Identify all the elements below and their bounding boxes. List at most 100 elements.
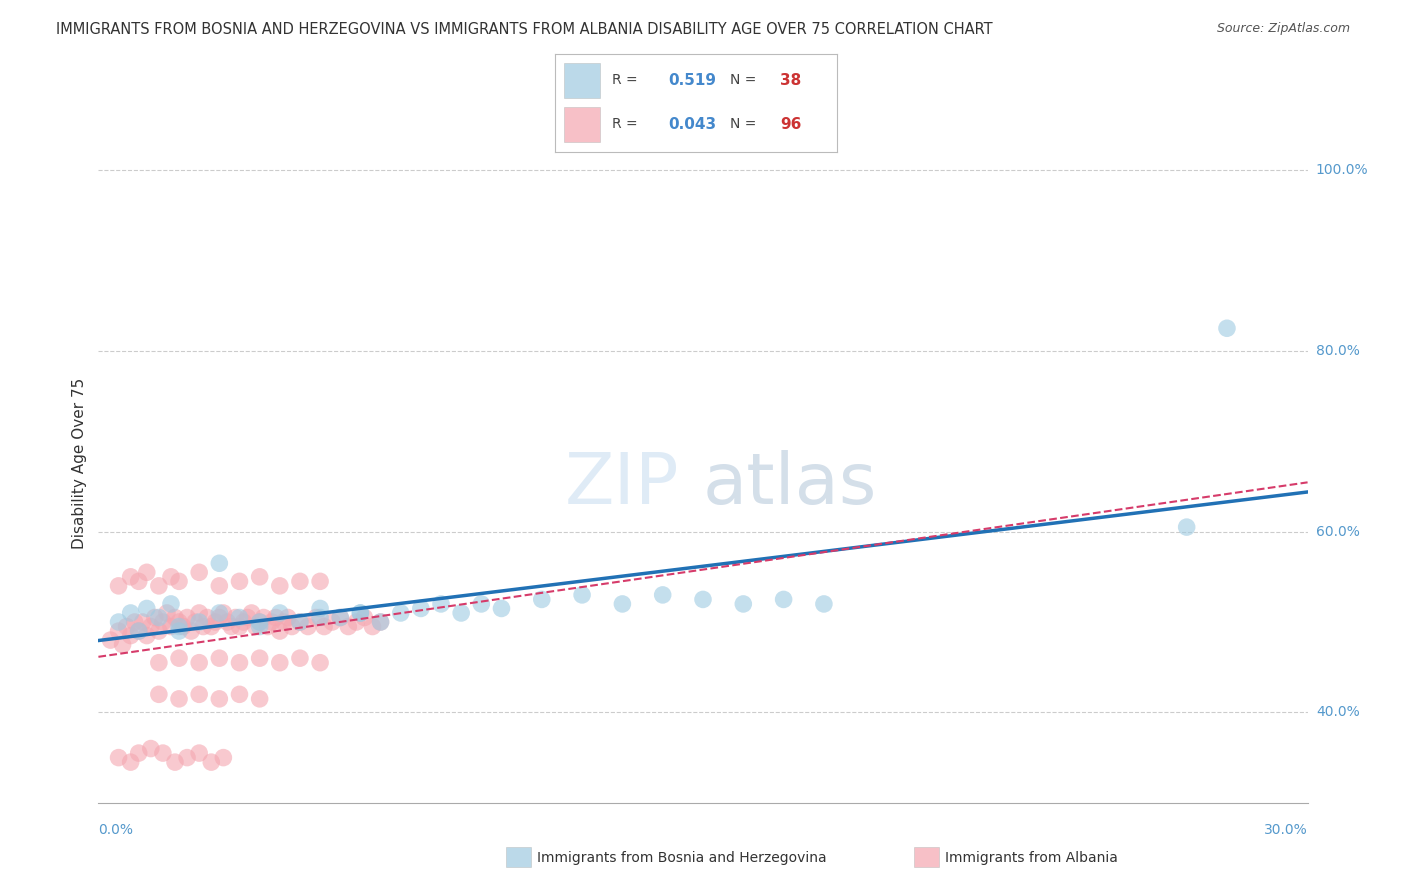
Point (228, 656, 250, 670)
Text: 96: 96 (780, 117, 801, 132)
Point (167, 624, 190, 638)
Point (269, 606, 291, 620)
Text: 40.0%: 40.0% (1316, 706, 1360, 720)
Point (361, 619, 384, 633)
Text: Immigrants from Bosnia and Herzegovina: Immigrants from Bosnia and Herzegovina (537, 851, 827, 865)
Text: 30.0%: 30.0% (1264, 823, 1308, 837)
Point (156, 606, 179, 620)
Text: Immigrants from Albania: Immigrants from Albania (945, 851, 1118, 865)
Point (208, 606, 231, 620)
Point (188, 606, 211, 620)
Point (530, 592, 553, 607)
Text: 100.0%: 100.0% (1316, 163, 1368, 178)
Text: ZIP: ZIP (564, 450, 679, 518)
Point (337, 619, 360, 633)
Point (100, 633, 122, 648)
Point (152, 615, 174, 629)
Point (249, 619, 271, 633)
Point (200, 755, 222, 769)
Point (148, 624, 170, 638)
Point (491, 601, 513, 615)
Point (172, 619, 194, 633)
Point (143, 610, 166, 624)
Point (193, 619, 215, 633)
Point (107, 750, 129, 764)
Point (208, 556, 231, 570)
Point (208, 610, 231, 624)
Point (107, 579, 129, 593)
Text: 60.0%: 60.0% (1316, 524, 1360, 539)
Point (370, 615, 392, 629)
Point (139, 741, 162, 756)
Point (249, 570, 271, 584)
Point (249, 651, 271, 665)
Bar (564, 63, 600, 98)
Point (163, 610, 186, 624)
Text: 0.043: 0.043 (668, 117, 716, 132)
Point (813, 597, 835, 611)
Point (124, 615, 146, 629)
Point (269, 579, 291, 593)
Point (450, 606, 472, 620)
Point (132, 615, 155, 629)
Point (107, 624, 129, 638)
Point (208, 651, 231, 665)
Point (212, 606, 235, 620)
Point (167, 619, 190, 633)
Point (277, 610, 299, 624)
Point (176, 610, 198, 624)
Point (128, 624, 150, 638)
Point (224, 610, 246, 624)
Point (305, 610, 328, 624)
Point (288, 615, 311, 629)
Point (217, 615, 239, 629)
Text: N =: N = (730, 73, 761, 87)
Point (120, 606, 142, 620)
Point (128, 746, 150, 760)
Y-axis label: Disability Age Over 75: Disability Age Over 75 (72, 378, 87, 549)
Point (188, 615, 211, 629)
Point (389, 606, 412, 620)
Point (148, 687, 170, 701)
Point (236, 610, 259, 624)
Point (349, 606, 371, 620)
Point (612, 597, 634, 611)
Point (107, 615, 129, 629)
Point (264, 610, 287, 624)
Point (370, 615, 392, 629)
Point (309, 656, 332, 670)
Point (228, 687, 250, 701)
Point (167, 691, 190, 706)
Point (309, 610, 332, 624)
Point (148, 610, 170, 624)
Point (309, 601, 332, 615)
Point (111, 638, 134, 652)
Point (329, 610, 352, 624)
Text: atlas: atlas (703, 450, 877, 518)
Point (692, 592, 714, 607)
Point (232, 615, 254, 629)
Point (135, 601, 157, 615)
Point (733, 597, 755, 611)
Point (148, 579, 170, 593)
Point (1216, 321, 1239, 335)
Point (470, 597, 492, 611)
Point (344, 615, 367, 629)
Point (772, 592, 794, 607)
Point (249, 615, 271, 629)
Text: N =: N = (730, 117, 761, 131)
Point (120, 629, 142, 643)
Point (221, 619, 243, 633)
Point (253, 610, 276, 624)
Point (167, 574, 190, 589)
Point (160, 570, 183, 584)
Point (1175, 520, 1198, 534)
Text: R =: R = (612, 73, 641, 87)
Point (128, 624, 150, 638)
Point (269, 624, 291, 638)
Point (349, 606, 371, 620)
Point (152, 746, 174, 760)
Point (180, 624, 202, 638)
Point (200, 619, 222, 633)
Point (228, 619, 250, 633)
